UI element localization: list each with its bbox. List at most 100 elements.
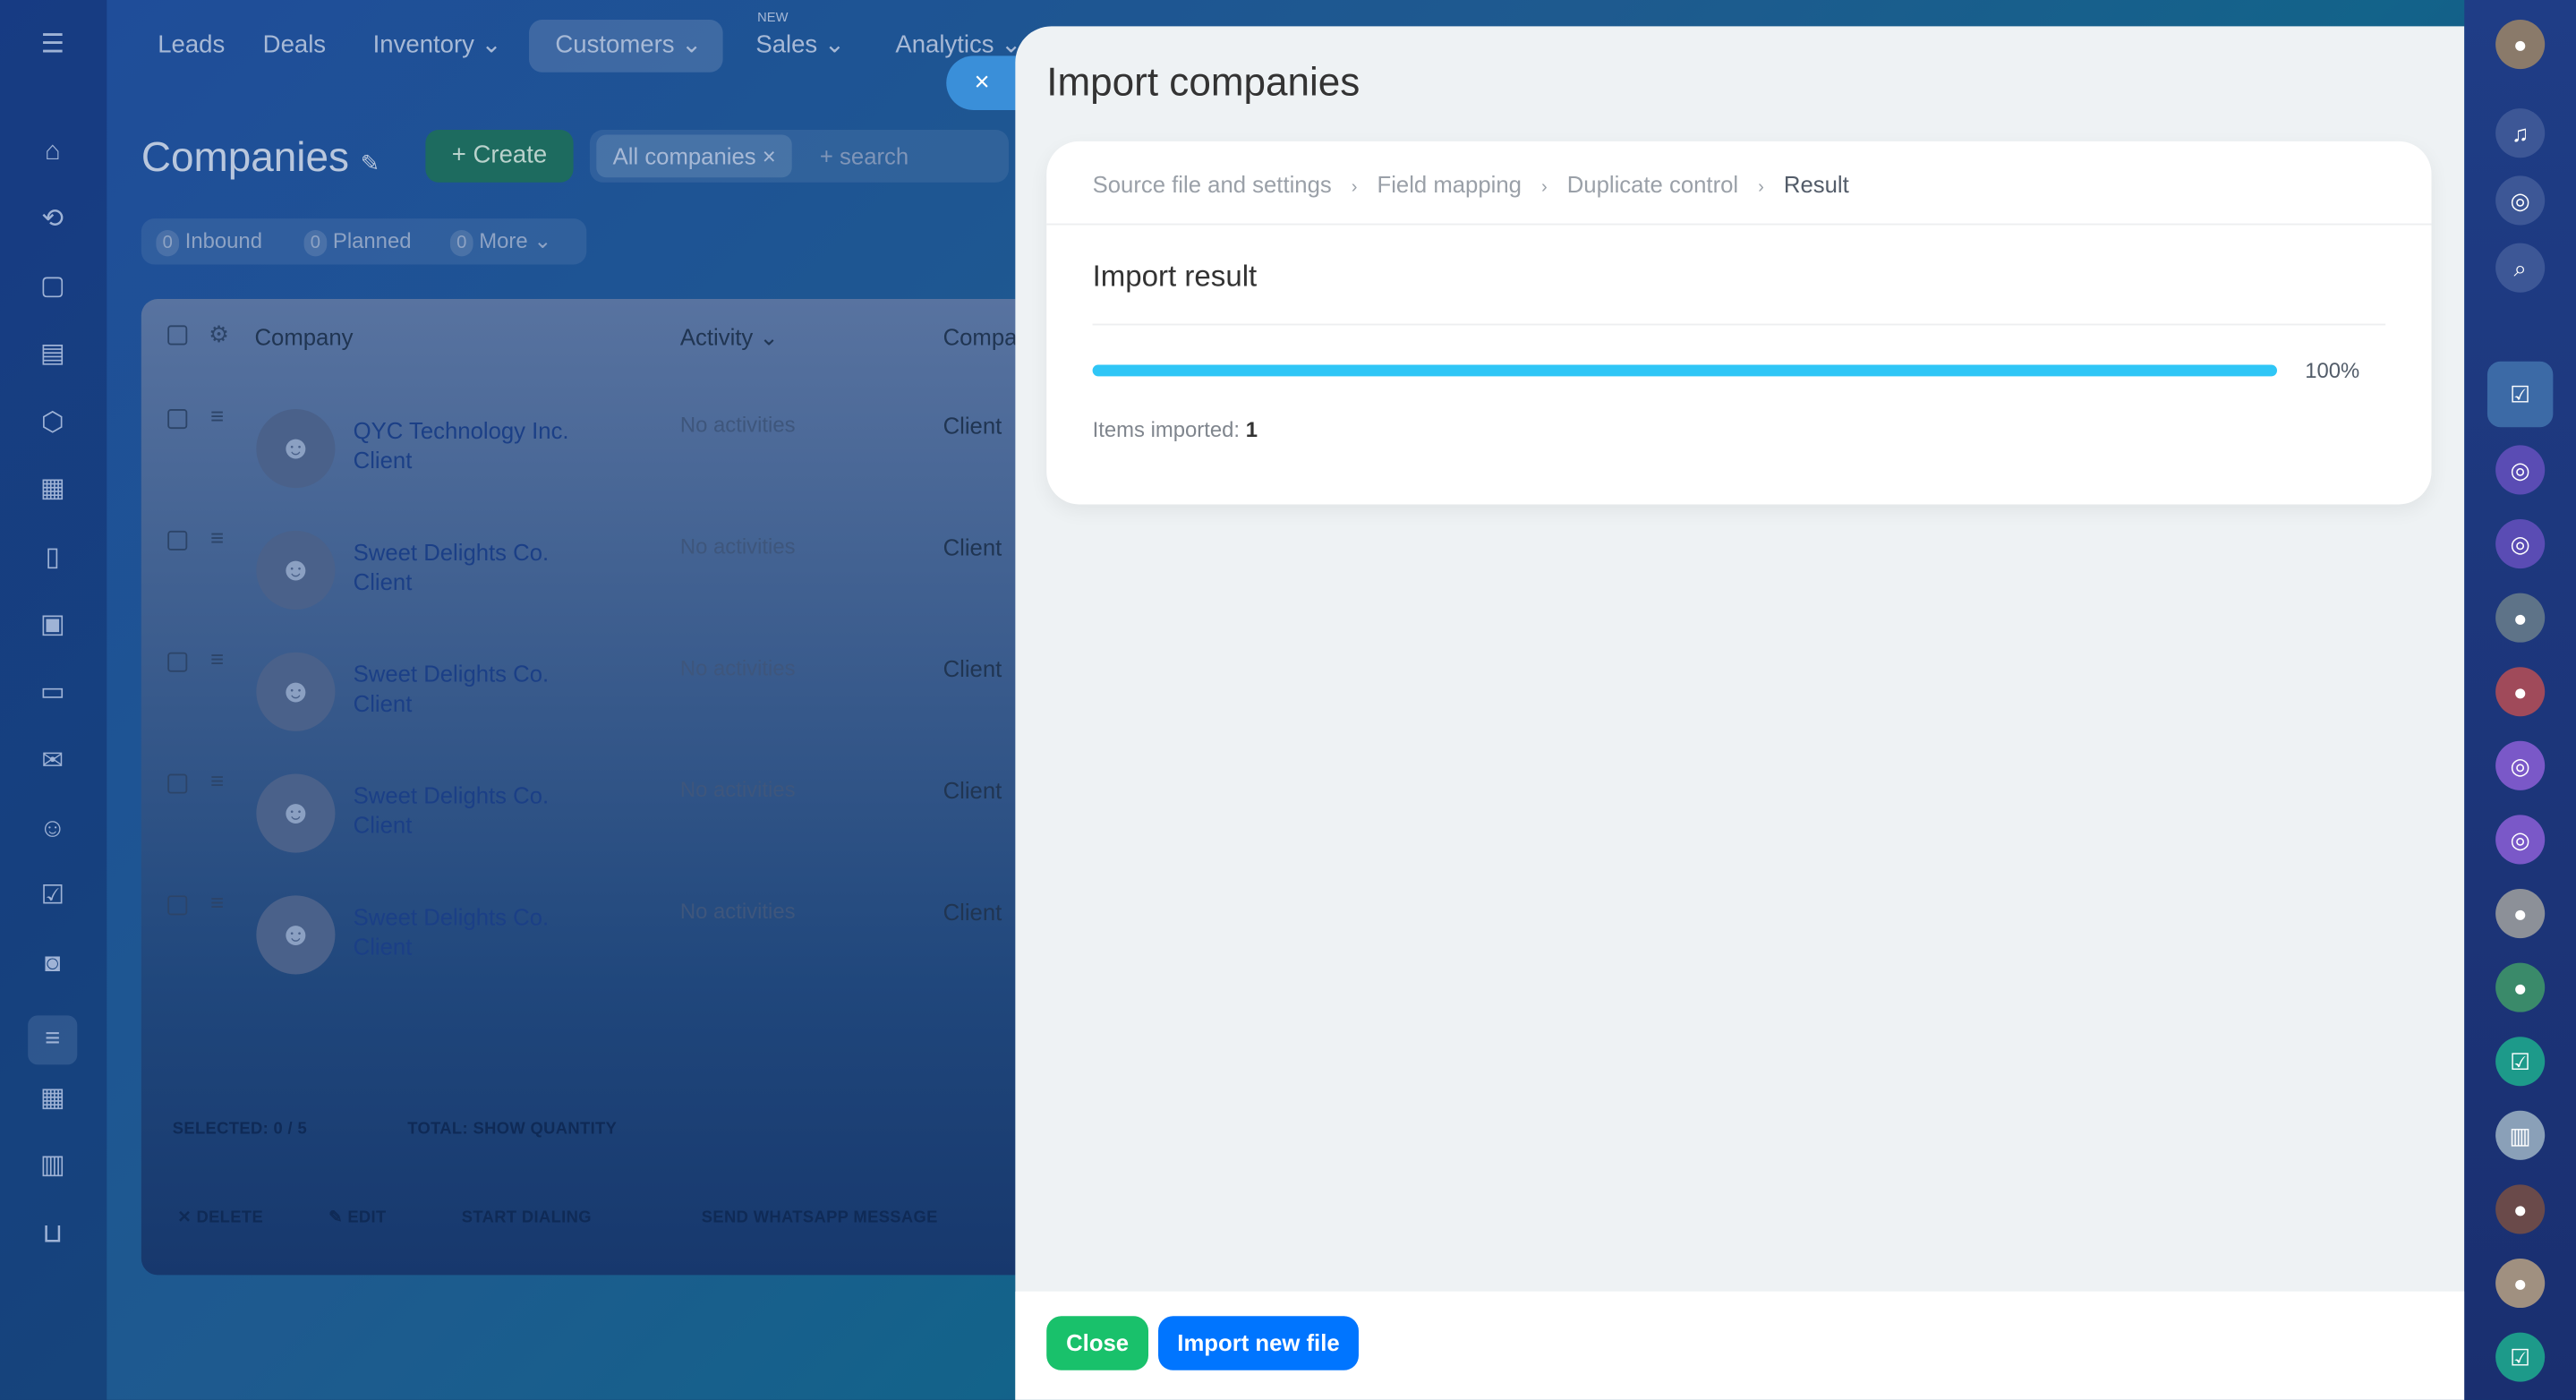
home-icon[interactable]: ⌂ — [44, 138, 61, 166]
create-label: Create — [473, 141, 548, 170]
table-row[interactable]: ≡ ☻ Sweet Delights Co. Client No activit… — [141, 515, 1015, 636]
modal-title: Import companies — [1046, 60, 1361, 106]
company-name[interactable]: Sweet Delights Co. — [353, 781, 550, 809]
filter-chip[interactable]: All companies × — [596, 134, 793, 178]
user-avatar[interactable]: ● — [2495, 20, 2546, 70]
sites-icon[interactable]: ⬡ — [40, 409, 64, 438]
task-chat-icon[interactable]: ☑ — [2486, 361, 2554, 428]
document-icon[interactable]: ▯ — [45, 543, 60, 572]
company-name[interactable]: QYC Technology Inc. — [353, 417, 569, 444]
chat-avatar[interactable]: ◎ — [2495, 445, 2546, 495]
whatsapp-action[interactable]: SEND WHATSAPP MESSAGE — [701, 1208, 938, 1228]
company-type-col: Client — [943, 412, 1002, 440]
counter-inbound[interactable]: 0 Inbound — [156, 218, 262, 264]
company-type: Client — [353, 568, 413, 595]
total-quantity[interactable]: TOTAL: SHOW QUANTITY — [407, 1120, 618, 1140]
drag-handle-icon[interactable]: ≡ — [209, 524, 224, 551]
items-label: Items imported: — [1092, 417, 1241, 442]
counter-planned[interactable]: 0 Planned — [303, 218, 412, 264]
chat-task-icon[interactable]: ☑ — [2495, 1037, 2546, 1087]
table-row[interactable]: ≡ ☻ QYC Technology Inc. Client No activi… — [141, 393, 1015, 515]
cart-icon[interactable]: ⊔ — [42, 1220, 64, 1249]
menu-icon[interactable]: ☰ — [40, 30, 64, 60]
row-checkbox[interactable] — [167, 895, 188, 916]
select-all-checkbox[interactable] — [167, 325, 188, 346]
company-avatar-icon: ☻ — [256, 409, 336, 489]
nav-analytics[interactable]: Analytics ⌄ — [895, 30, 1022, 60]
company-type: Client — [353, 811, 413, 839]
row-checkbox[interactable] — [167, 652, 188, 672]
chat-avatar[interactable]: ◎ — [2495, 815, 2546, 865]
feed-icon[interactable]: ▤ — [39, 339, 65, 369]
company-avatar-icon: ☻ — [256, 652, 336, 731]
filter-icon[interactable]: ≡ — [28, 1015, 78, 1065]
table-icon[interactable]: ▦ — [39, 1084, 65, 1113]
import-new-file-button[interactable]: Import new file — [1158, 1316, 1359, 1370]
contacts-icon[interactable]: ☺ — [38, 815, 66, 843]
tasks-icon[interactable]: ☑ — [40, 882, 64, 910]
chat-task-icon[interactable]: ☑ — [2495, 1332, 2546, 1382]
chat-avatar[interactable]: ● — [2495, 962, 2546, 1012]
header-company[interactable]: Company — [254, 323, 354, 350]
chat-avatar[interactable]: ● — [2495, 1184, 2546, 1234]
nav-deals[interactable]: Deals — [262, 30, 327, 60]
mail-icon[interactable]: ✉ — [41, 747, 64, 776]
table-row[interactable]: ≡ ☻ Sweet Delights Co. Client No activit… — [141, 757, 1015, 879]
board-icon[interactable]: ▣ — [39, 610, 65, 640]
nav-leads[interactable]: Leads — [158, 30, 226, 60]
company-name[interactable]: Sweet Delights Co. — [353, 903, 550, 930]
store-icon[interactable]: ▥ — [39, 1151, 65, 1180]
chat-avatar[interactable]: ● — [2495, 1258, 2546, 1309]
search-chat-icon[interactable]: ⌕ — [2495, 243, 2546, 293]
settings-icon[interactable]: ⚙ — [209, 320, 230, 347]
search-input[interactable]: + search — [819, 142, 909, 170]
edit-action[interactable]: ✎ EDIT — [328, 1208, 387, 1228]
nav-customers[interactable]: Customers ⌄ — [555, 30, 703, 60]
company-name[interactable]: Sweet Delights Co. — [353, 539, 550, 566]
nav-active-bg — [529, 20, 723, 73]
pin-icon[interactable]: ✎ — [360, 149, 380, 176]
robot-icon[interactable]: ◙ — [44, 949, 61, 978]
table-row[interactable]: ≡ ☻ Sweet Delights Co. Client No activit… — [141, 636, 1015, 757]
row-checkbox[interactable] — [167, 773, 188, 794]
drag-handle-icon[interactable]: ≡ — [209, 645, 224, 672]
company-type-col: Client — [943, 655, 1002, 682]
step-result: Result — [1783, 170, 1849, 198]
close-button[interactable]: Close — [1046, 1316, 1149, 1370]
bell-icon[interactable]: ♫ — [2495, 108, 2546, 158]
row-checkbox[interactable] — [167, 409, 188, 430]
calendar-icon[interactable]: ▦ — [39, 474, 65, 503]
company-type: Client — [353, 933, 413, 960]
chat-avatar[interactable]: ◎ — [2495, 519, 2546, 569]
chat-avatar[interactable]: ● — [2495, 667, 2546, 717]
row-checkbox[interactable] — [167, 530, 188, 551]
header-activity[interactable]: Activity ⌄ — [679, 323, 779, 350]
close-slider-button[interactable]: × — [946, 55, 1029, 110]
chat-avatar[interactable]: ▥ — [2495, 1110, 2546, 1160]
filter-search[interactable]: All companies × + search — [589, 130, 1009, 183]
nav-sales[interactable]: Sales ⌄ — [755, 30, 845, 60]
step-source: Source file and settings — [1092, 170, 1332, 198]
chat-avatar[interactable]: ◎ — [2495, 740, 2546, 790]
target-icon[interactable]: ◎ — [2495, 175, 2546, 226]
crm-icon[interactable]: ⟲ — [41, 205, 64, 234]
table-row[interactable]: ≡ ☻ Sweet Delights Co. Client No activit… — [141, 879, 1015, 1001]
drag-handle-icon[interactable]: ≡ — [209, 889, 224, 916]
start-dialing-action[interactable]: START DIALING — [461, 1208, 592, 1228]
create-button[interactable]: + Create — [425, 130, 574, 183]
drag-handle-icon[interactable]: ≡ — [209, 767, 224, 794]
chat-icon[interactable]: ▢ — [39, 272, 65, 301]
counter-more[interactable]: 0 More ⌄ — [449, 218, 551, 264]
chat-avatar[interactable]: ● — [2495, 889, 2546, 939]
drive-icon[interactable]: ▭ — [39, 679, 65, 707]
chip-remove-icon[interactable]: × — [762, 142, 776, 170]
nav-inventory[interactable]: Inventory ⌄ — [372, 30, 502, 60]
company-name[interactable]: Sweet Delights Co. — [353, 660, 550, 687]
drag-handle-icon[interactable]: ≡ — [209, 402, 224, 430]
left-sidebar: ☰ ⌂ ⟲ ▢ ▤ ⬡ ▦ ▯ ▣ ▭ ✉ ☺ ☑ ◙ ≡ ▦ ▥ ⊔ — [0, 0, 107, 1400]
delete-action[interactable]: ✕ DELETE — [177, 1208, 264, 1228]
header-company-type[interactable]: Compa — [943, 323, 1018, 350]
selected-count: SELECTED: 0 / 5 — [172, 1120, 308, 1140]
items-value: 1 — [1245, 417, 1258, 442]
chat-avatar[interactable]: ● — [2495, 593, 2546, 643]
